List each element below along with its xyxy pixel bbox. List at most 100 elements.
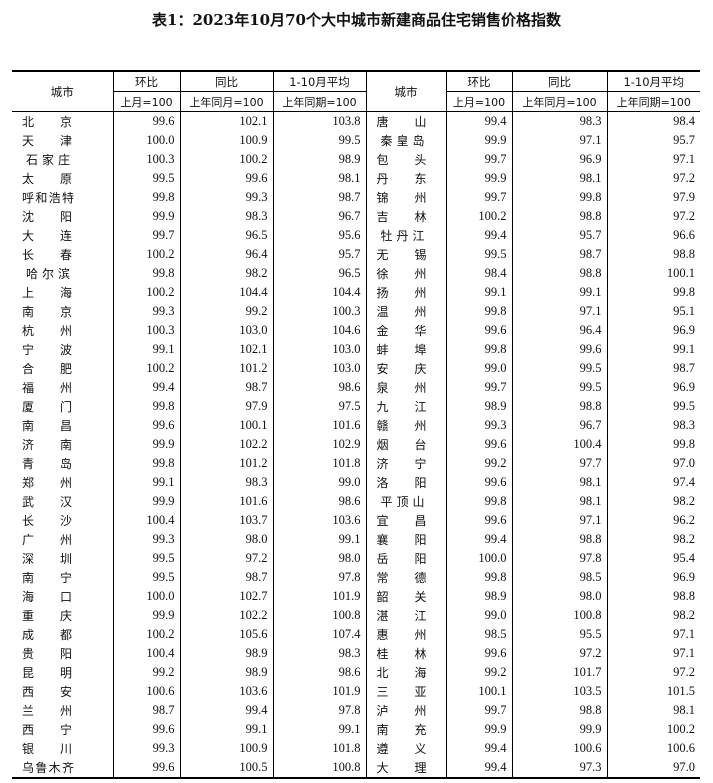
city-name-cell: 宁波 bbox=[12, 340, 113, 359]
yoy-value: 98.0 bbox=[511, 587, 607, 606]
avg-value: 107.4 bbox=[272, 625, 366, 644]
avg-value: 103.8 bbox=[272, 111, 366, 131]
city-name-cell: 西安 bbox=[12, 682, 113, 701]
mom-value: 99.7 bbox=[445, 150, 512, 169]
header-mom-base: 上月=100 bbox=[112, 91, 180, 112]
city-name-cell: 吉林 bbox=[365, 207, 446, 226]
mom-value: 99.3 bbox=[112, 302, 180, 321]
city-name: 沈阳 bbox=[22, 210, 72, 224]
city-name: 天津 bbox=[22, 134, 72, 148]
city-name: 南昌 bbox=[22, 419, 72, 433]
city-name-cell: 呼和浩特 bbox=[12, 188, 113, 207]
city-name-cell: 泸州 bbox=[365, 701, 446, 720]
city-name: 无锡 bbox=[376, 248, 427, 262]
mom-value: 99.6 bbox=[112, 720, 180, 739]
table-row: 兰州 98.7 99.4 97.8 泸州 99.7 98.8 98.1 bbox=[12, 701, 700, 720]
mom-value: 99.4 bbox=[445, 758, 512, 778]
avg-value: 97.0 bbox=[606, 454, 700, 473]
city-name: 南充 bbox=[376, 723, 427, 737]
table-row: 天津 100.0 100.9 99.5 秦皇岛 99.9 97.1 95.7 bbox=[12, 131, 700, 150]
city-name: 乌鲁木齐 bbox=[22, 761, 74, 775]
city-name: 济宁 bbox=[376, 457, 427, 471]
avg-value: 98.9 bbox=[272, 150, 366, 169]
avg-value: 100.8 bbox=[272, 606, 366, 625]
yoy-value: 101.2 bbox=[179, 359, 273, 378]
city-name-cell: 金华 bbox=[365, 321, 446, 340]
avg-value: 98.2 bbox=[606, 606, 700, 625]
mom-value: 99.8 bbox=[112, 264, 180, 283]
yoy-value: 98.8 bbox=[511, 264, 607, 283]
yoy-value: 98.8 bbox=[511, 530, 607, 549]
avg-value: 98.1 bbox=[272, 169, 366, 188]
city-name-cell: 济宁 bbox=[365, 454, 446, 473]
mom-value: 100.2 bbox=[112, 283, 180, 302]
city-name-cell: 大连 bbox=[12, 226, 113, 245]
table-row: 杭州 100.3 103.0 104.6 金华 99.6 96.4 96.9 bbox=[12, 321, 700, 340]
yoy-value: 101.2 bbox=[179, 454, 273, 473]
city-name-cell: 乌鲁木齐 bbox=[12, 758, 113, 778]
table-row: 北京 99.6 102.1 103.8 唐山 99.4 98.3 98.4 bbox=[12, 111, 700, 131]
mom-value: 100.2 bbox=[112, 359, 180, 378]
city-name: 惠州 bbox=[376, 628, 427, 642]
city-name: 呼和浩特 bbox=[22, 191, 74, 205]
table-row: 乌鲁木齐 99.6 100.5 100.8 大理 99.4 97.3 97.0 bbox=[12, 758, 700, 778]
table-row: 厦门 99.8 97.9 97.5 九江 98.9 98.8 99.5 bbox=[12, 397, 700, 416]
yoy-value: 102.7 bbox=[179, 587, 273, 606]
table-title: 表1：2023年10月70个大中城市新建商品住宅销售价格指数 bbox=[152, 11, 561, 29]
avg-value: 98.8 bbox=[606, 245, 700, 264]
city-name-cell: 南充 bbox=[365, 720, 446, 739]
table-row: 西安 100.6 103.6 101.9 三亚 100.1 103.5 101.5 bbox=[12, 682, 700, 701]
city-name: 韶关 bbox=[376, 590, 427, 604]
city-name: 赣州 bbox=[376, 419, 427, 433]
header-city: 城市 bbox=[12, 71, 113, 112]
city-name-cell: 海口 bbox=[12, 587, 113, 606]
mom-value: 99.6 bbox=[445, 321, 512, 340]
mom-value: 99.3 bbox=[112, 739, 180, 758]
city-name: 宜昌 bbox=[376, 514, 427, 528]
city-name: 太原 bbox=[22, 172, 72, 186]
city-name: 蚌埠 bbox=[376, 343, 427, 357]
yoy-value: 100.9 bbox=[179, 131, 273, 150]
yoy-value: 103.0 bbox=[179, 321, 273, 340]
yoy-value: 99.3 bbox=[179, 188, 273, 207]
mom-value: 99.8 bbox=[445, 492, 512, 511]
yoy-value: 103.6 bbox=[179, 682, 273, 701]
mom-value: 99.2 bbox=[445, 663, 512, 682]
header-subrow: 上月=100 上年同月=100 上年同期=100 上月=100 上年同月=100… bbox=[12, 91, 700, 112]
yoy-value: 102.2 bbox=[179, 606, 273, 625]
city-name: 武汉 bbox=[22, 495, 72, 509]
yoy-value: 97.9 bbox=[179, 397, 273, 416]
table-row: 济南 99.9 102.2 102.9 烟台 99.6 100.4 99.8 bbox=[12, 435, 700, 454]
yoy-value: 103.7 bbox=[179, 511, 273, 530]
city-name-cell: 韶关 bbox=[365, 587, 446, 606]
city-name-cell: 太原 bbox=[12, 169, 113, 188]
city-name: 泉州 bbox=[376, 381, 427, 395]
mom-value: 98.5 bbox=[445, 625, 512, 644]
city-name-cell: 长春 bbox=[12, 245, 113, 264]
yoy-value: 98.7 bbox=[511, 245, 607, 264]
avg-value: 97.1 bbox=[606, 150, 700, 169]
yoy-value: 100.9 bbox=[179, 739, 273, 758]
avg-value: 97.8 bbox=[272, 568, 366, 587]
table-row: 呼和浩特 99.8 99.3 98.7 锦州 99.7 99.8 97.9 bbox=[12, 188, 700, 207]
mom-value: 99.5 bbox=[445, 245, 512, 264]
yoy-value: 105.6 bbox=[179, 625, 273, 644]
avg-value: 99.5 bbox=[272, 131, 366, 150]
mom-value: 99.7 bbox=[112, 226, 180, 245]
avg-value: 99.1 bbox=[606, 340, 700, 359]
city-name: 三亚 bbox=[376, 685, 427, 699]
mom-value: 100.0 bbox=[112, 131, 180, 150]
avg-value: 97.8 bbox=[272, 701, 366, 720]
city-name: 九江 bbox=[376, 400, 427, 414]
mom-value: 100.6 bbox=[112, 682, 180, 701]
mom-value: 99.8 bbox=[445, 568, 512, 587]
city-name-cell: 宜昌 bbox=[365, 511, 446, 530]
avg-value: 95.1 bbox=[606, 302, 700, 321]
mom-value: 100.2 bbox=[445, 207, 512, 226]
mom-value: 99.0 bbox=[445, 359, 512, 378]
yoy-value: 99.5 bbox=[511, 359, 607, 378]
yoy-value: 95.7 bbox=[511, 226, 607, 245]
city-name: 济南 bbox=[22, 438, 72, 452]
mom-value: 99.8 bbox=[445, 340, 512, 359]
yoy-value: 97.2 bbox=[511, 644, 607, 663]
